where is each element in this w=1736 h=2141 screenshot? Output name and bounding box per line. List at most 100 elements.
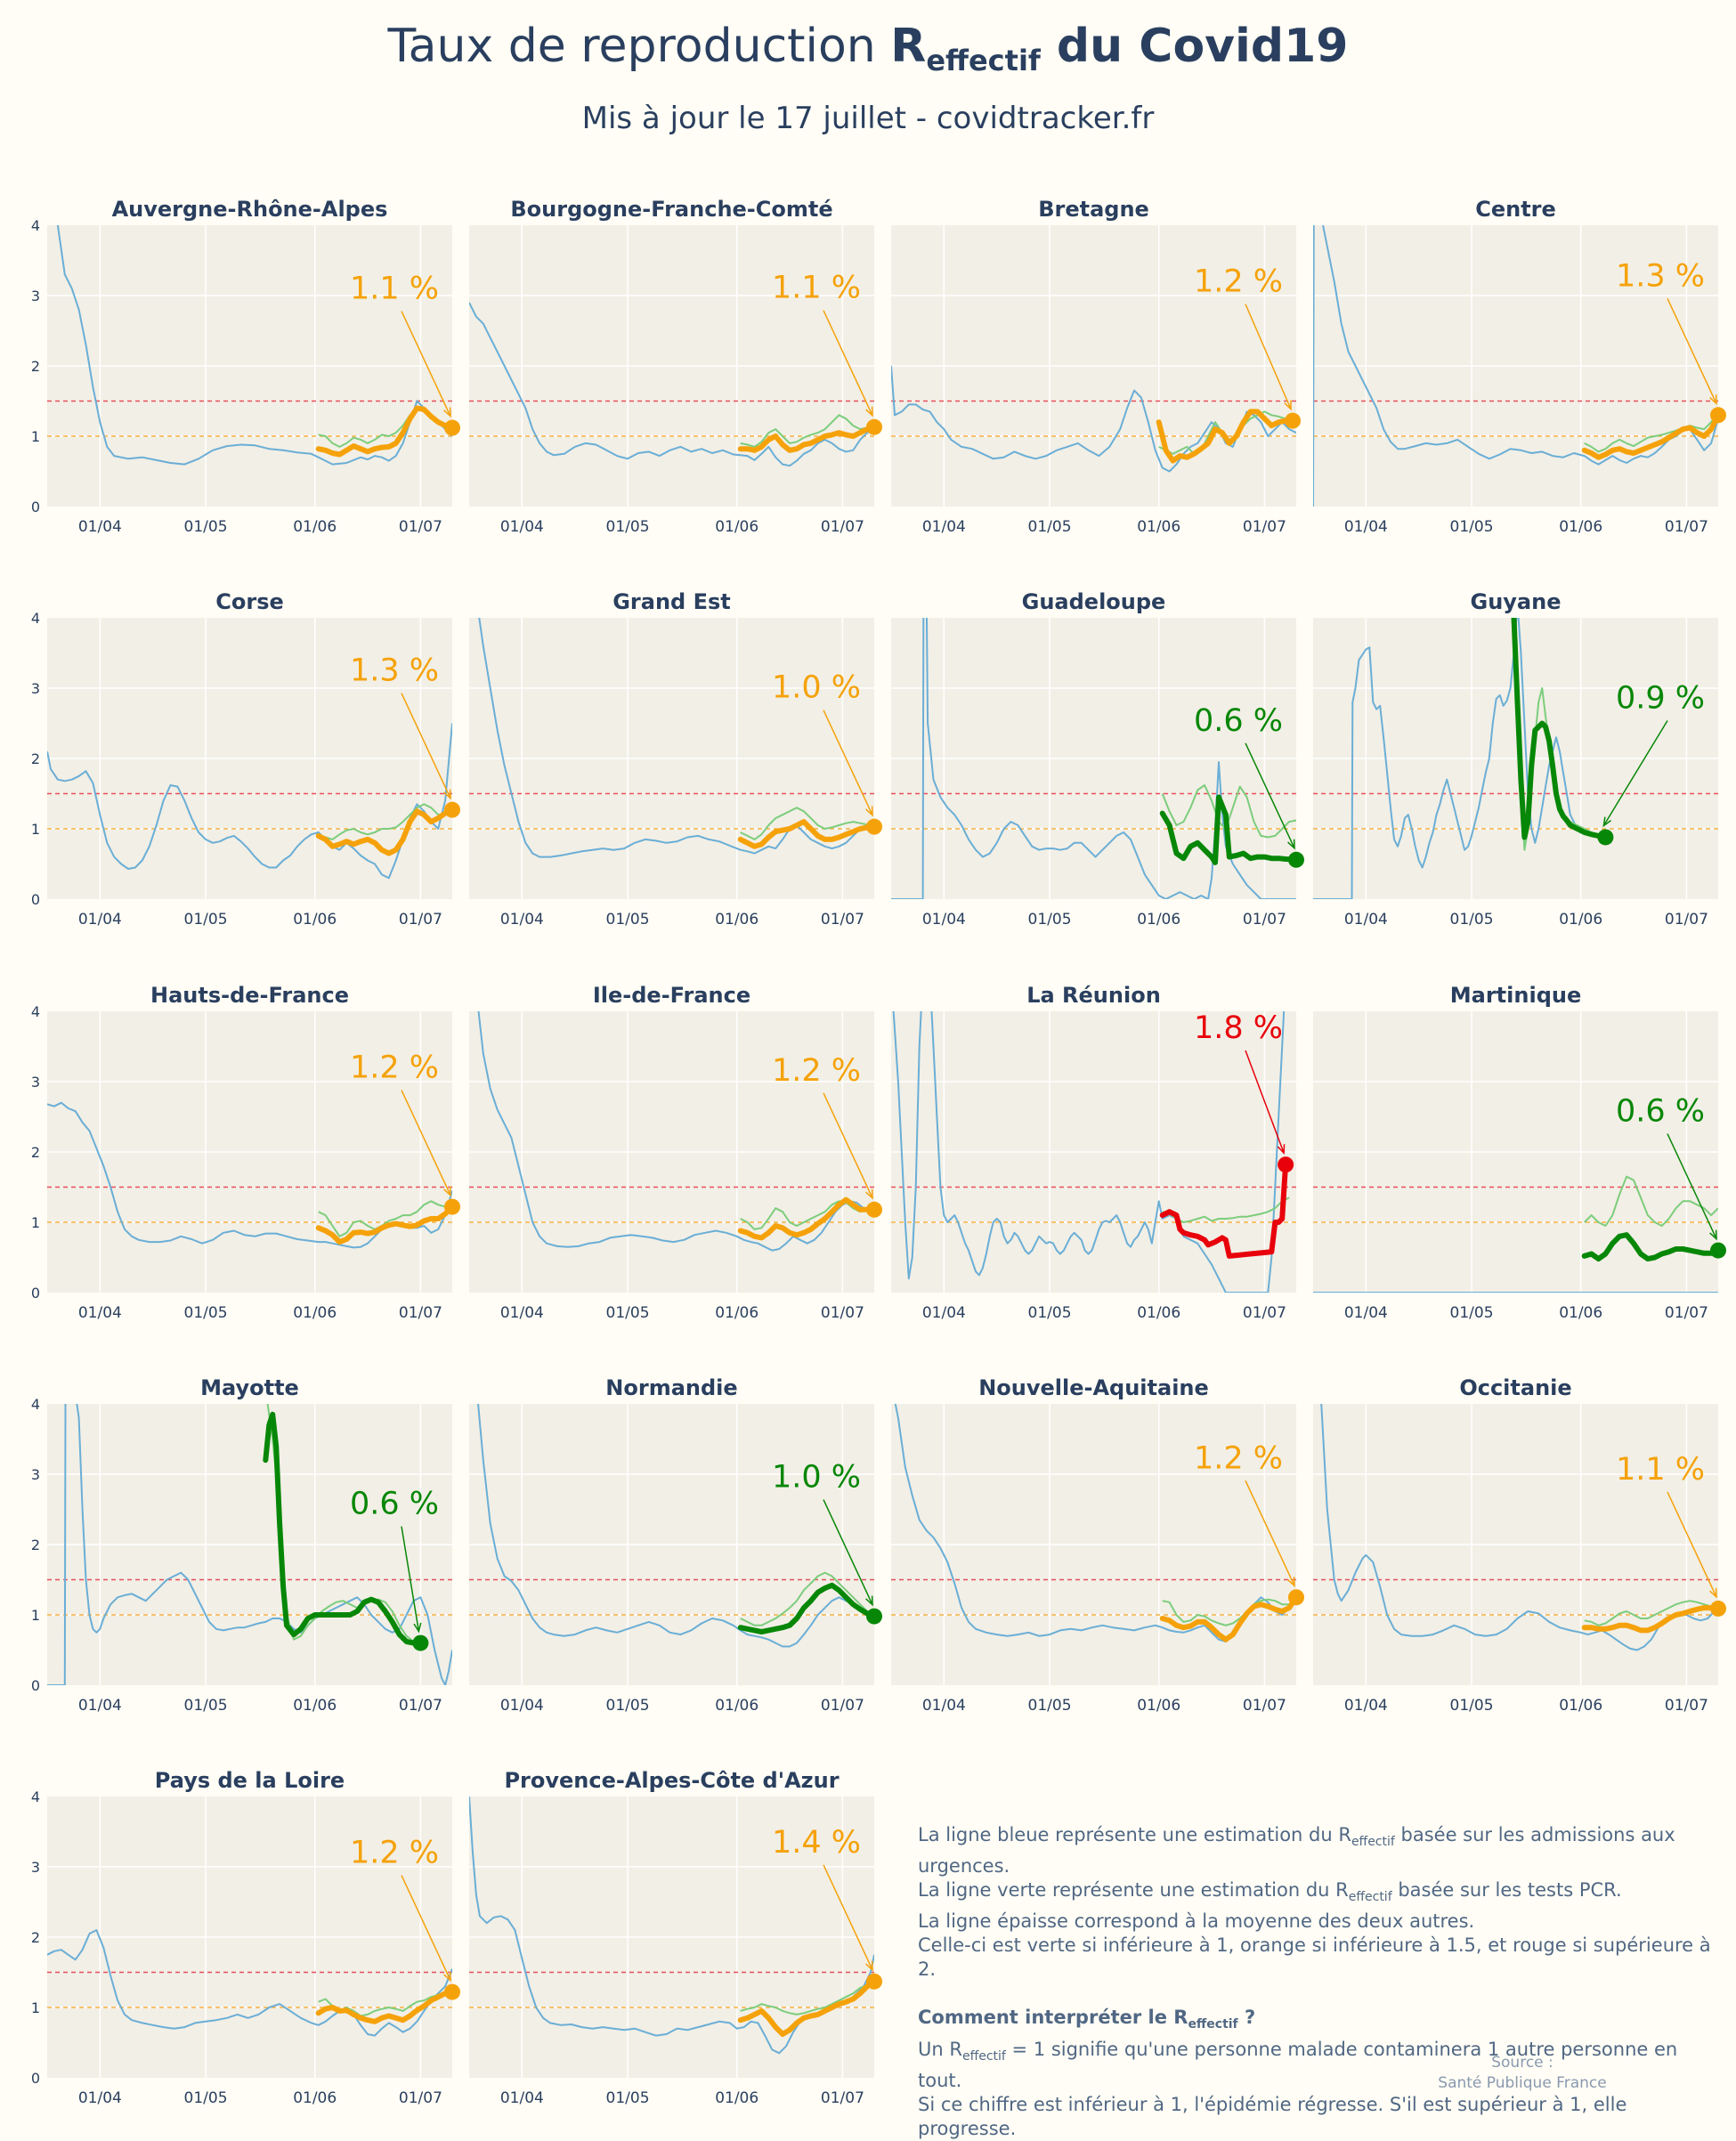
series-urgences-line	[478, 618, 874, 858]
x-tick-label: 01/05	[606, 2089, 650, 2107]
y-tick-label: 3	[31, 1859, 40, 1876]
annotation-arrow	[823, 1499, 873, 1605]
y-tick-label: 2	[31, 750, 40, 767]
x-tick-label: 01/04	[1344, 518, 1388, 536]
y-tick-label: 2	[31, 1929, 40, 1946]
annotation-arrowhead	[865, 406, 873, 418]
annotation-label: 1.1 %	[772, 271, 861, 306]
x-tick-label: 01/07	[1243, 911, 1286, 929]
series-moyenne-line	[315, 1989, 452, 2024]
panel-title: Normandie	[605, 1375, 737, 1400]
x-tick-label: 01/05	[184, 1304, 228, 1322]
y-tick-label: 0	[31, 1677, 40, 1694]
annotation-arrow	[401, 1090, 451, 1196]
series-pcr-line	[740, 1980, 874, 2015]
source-value: Santé Publique France	[1438, 2074, 1607, 2092]
region-panel: 0.9 % Guyane 01/04 01/05 01/06 01/07	[1313, 589, 1718, 929]
annotation-arrowhead	[865, 806, 873, 817]
panel-series	[47, 1404, 452, 1685]
annotation-label: 1.4 %	[772, 1825, 861, 1861]
panel-series	[47, 1101, 452, 1249]
panel-series	[1313, 225, 1718, 507]
y-tick-label: 2	[31, 1144, 40, 1161]
region-panel: 1.0 % Normandie 01/04 01/05 01/06 01/07	[469, 1375, 882, 1715]
series-pcr-line	[1161, 784, 1296, 839]
panel-series	[1320, 1404, 1718, 1651]
x-tick-label: 01/04	[1344, 1304, 1388, 1322]
x-tick-label: 01/07	[1665, 1304, 1708, 1322]
annotation-label: 1.0 %	[772, 670, 861, 706]
series-urgences-line	[469, 302, 874, 467]
last-value-dot	[1285, 412, 1302, 429]
annotation-arrow	[823, 710, 873, 815]
region-panel: 1.3 % Corse 0 1 2 3 4 01/04 01/05 01/06 01/07	[31, 589, 460, 929]
annotation-arrowhead	[443, 407, 451, 418]
chart-subtitle: Mis à jour le 17 juillet - covidtracker.…	[581, 101, 1155, 136]
series-pcr-line	[1162, 1598, 1296, 1626]
y-tick-label: 4	[31, 610, 40, 627]
y-tick-label: 0	[31, 2070, 40, 2087]
panel-series	[894, 1404, 1296, 1642]
source-label: Source :	[1491, 2054, 1553, 2072]
y-tick-label: 1	[31, 1999, 40, 2016]
x-tick-label: 01/07	[1665, 518, 1708, 536]
series-pcr-line	[318, 803, 452, 840]
last-value-dot	[444, 801, 460, 818]
panel-series	[477, 1404, 874, 1648]
panel-title: Pays de la Loire	[155, 1768, 345, 1793]
series-moyenne-line	[737, 424, 874, 453]
panel-title: Martinique	[1450, 983, 1581, 1008]
y-tick-label: 3	[31, 1466, 40, 1483]
x-tick-label: 01/05	[606, 518, 650, 536]
x-tick-label: 01/04	[1344, 911, 1388, 929]
note-blue: La ligne bleue représente une estimation…	[918, 1824, 1675, 1877]
series-moyenne-line	[1159, 1594, 1296, 1642]
x-tick-label: 01/07	[821, 911, 864, 929]
series-pcr-line	[740, 807, 874, 840]
region-panel: 0.6 % Guadeloupe 01/04 01/05 01/06 01/07	[891, 589, 1304, 929]
series-moyenne-line	[315, 405, 452, 458]
region-panel: 1.2 % Nouvelle-Aquitaine 01/04 01/05 01/06 01…	[891, 1375, 1304, 1715]
y-tick-label: 3	[31, 680, 40, 697]
region-panel: 1.4 % Provence-Alpes-Côte d'Azur 01/04 01/0…	[469, 1768, 882, 2107]
annotation-arrow	[401, 693, 451, 799]
panel-series	[891, 618, 1296, 899]
x-tick-label: 01/07	[821, 518, 864, 536]
x-tick-label: 01/07	[1243, 1697, 1286, 1715]
series-pcr-line	[1584, 413, 1718, 453]
panel-title: Bourgogne-Franche-Comté	[510, 197, 832, 222]
y-tick-label: 3	[31, 1074, 40, 1091]
region-panel: 0.6 % Mayotte 0 1 2 3 4 01/04 01/05 01/06 01/07	[31, 1375, 452, 1715]
series-pcr-line	[740, 1571, 874, 1626]
last-value-dot	[444, 419, 460, 436]
annotation-arrowhead	[443, 1971, 451, 1983]
series-moyenne-line	[1581, 1232, 1718, 1262]
annotation-label: 1.2 %	[1194, 1440, 1283, 1476]
annotation-arrowhead	[1287, 1577, 1295, 1587]
x-tick-label: 01/05	[1028, 1304, 1072, 1322]
panel-title: Hauts-de-France	[150, 983, 349, 1008]
annotation-label: 1.1 %	[350, 272, 439, 307]
x-tick-label: 01/07	[399, 1304, 442, 1322]
panel-series	[47, 1929, 452, 2037]
region-panel: 1.2 % Pays de la Loire 0 1 2 3 4 01/04 01/05 01/0…	[31, 1768, 460, 2107]
x-tick-label: 01/07	[399, 2089, 442, 2107]
annotation-arrowhead	[1709, 1587, 1717, 1599]
series-moyenne-line	[737, 1196, 874, 1241]
annotation-label: 1.8 %	[1194, 1010, 1283, 1046]
x-tick-label: 01/07	[399, 1697, 442, 1715]
annotation-label: 1.3 %	[1616, 258, 1705, 294]
panel-title: Centre	[1475, 197, 1556, 222]
x-tick-label: 01/07	[399, 518, 442, 536]
last-value-dot	[866, 1608, 882, 1625]
y-tick-label: 0	[31, 891, 40, 908]
panel-title: Guadeloupe	[1022, 589, 1166, 614]
y-tick-label: 4	[31, 1003, 40, 1020]
title-suffix: du Covid19	[1040, 20, 1349, 73]
last-value-dot	[1710, 1600, 1726, 1617]
region-panel: 1.2 % Hauts-de-France 0 1 2 3 4 01/04 01/05 01/06…	[31, 983, 460, 1322]
series-moyenne-line	[1581, 1605, 1718, 1634]
annotation-arrowhead	[1287, 839, 1295, 850]
last-value-dot	[444, 1198, 460, 1215]
